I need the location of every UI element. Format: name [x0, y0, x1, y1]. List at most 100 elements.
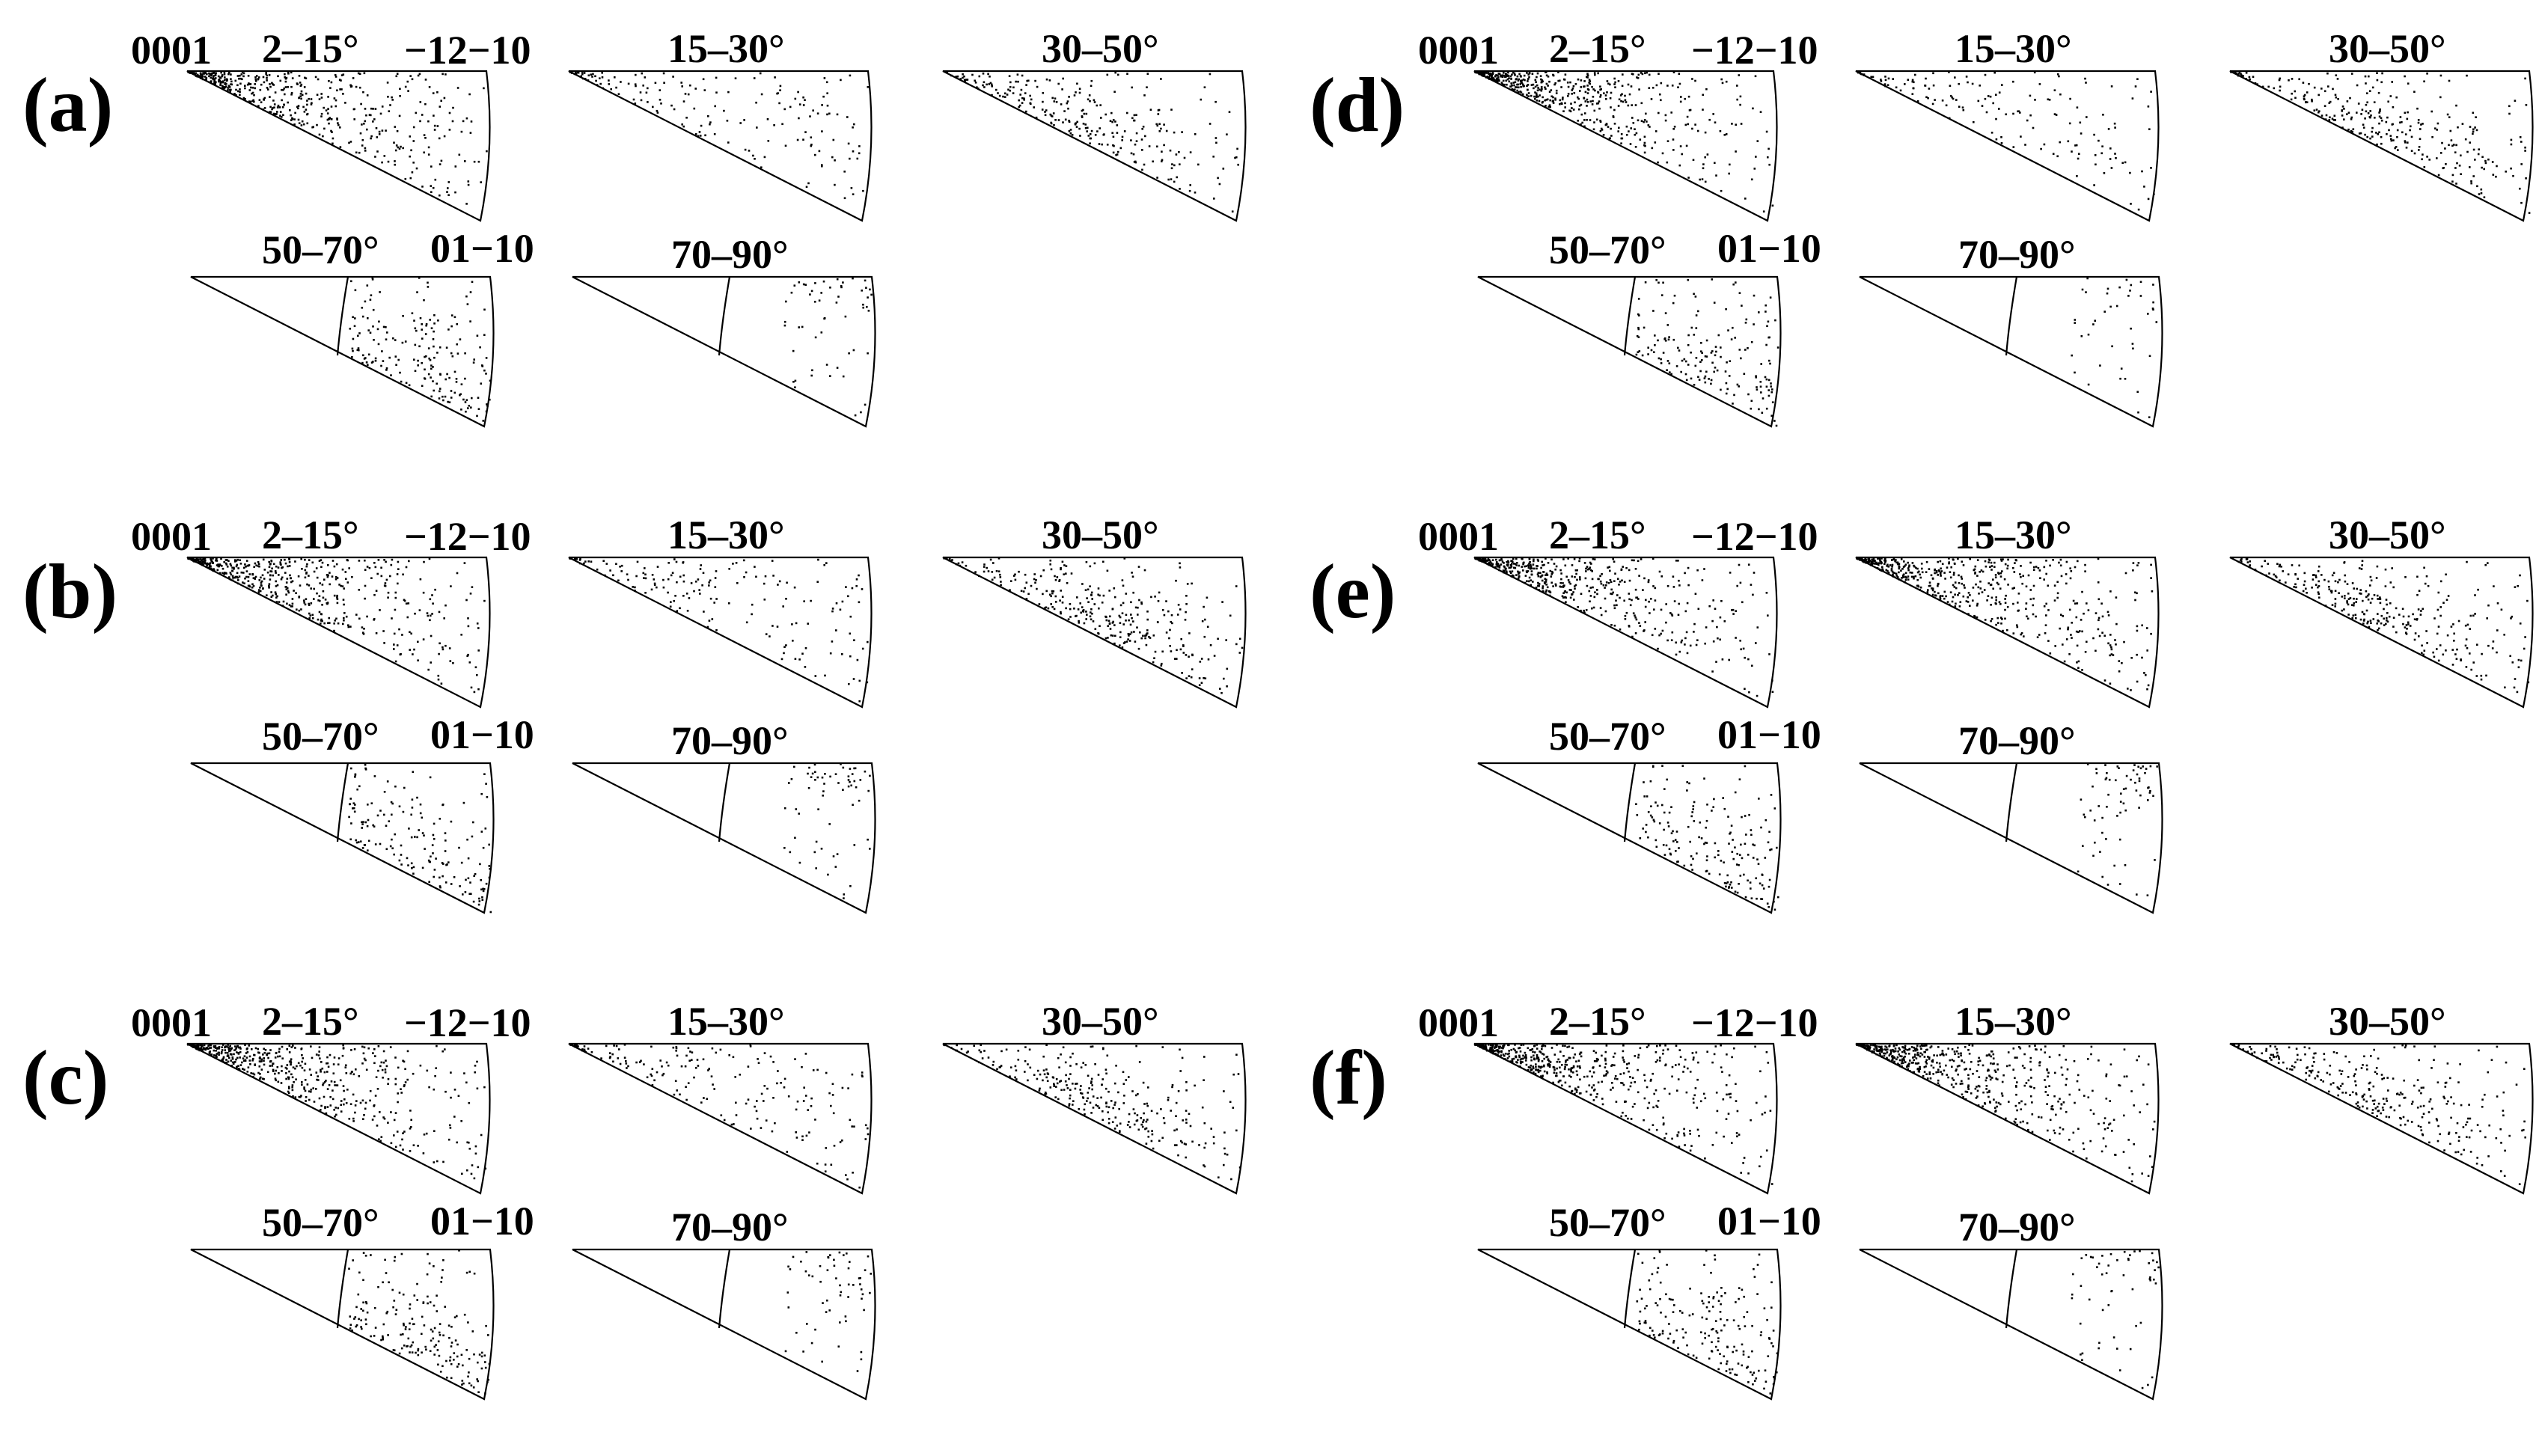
texture-point: [1650, 98, 1653, 100]
texture-point: [456, 1315, 458, 1318]
texture-point: [241, 78, 243, 81]
texture-point: [1613, 123, 1616, 125]
range-label: 70–90°: [671, 718, 789, 763]
texture-point: [800, 1260, 802, 1263]
texture-point: [476, 1060, 478, 1063]
texture-point: [1489, 560, 1492, 563]
texture-point: [219, 564, 221, 566]
texture-point: [1765, 343, 1767, 346]
texture-point: [1101, 143, 1103, 146]
texture-point: [434, 178, 437, 181]
texture-point: [1133, 114, 1136, 117]
texture-point: [1552, 96, 1554, 99]
texture-point: [1131, 1090, 1134, 1092]
texture-point: [251, 583, 254, 586]
texture-point: [326, 1062, 329, 1065]
texture-point: [1750, 340, 1753, 343]
texture-point: [392, 1349, 395, 1351]
texture-point: [444, 644, 447, 647]
texture-point: [230, 80, 233, 83]
texture-point: [825, 81, 828, 84]
texture-point: [976, 86, 978, 88]
texture-point: [364, 584, 367, 587]
texture-point: [288, 604, 291, 606]
texture-point: [635, 85, 637, 88]
texture-point: [849, 157, 851, 160]
texture-point: [2472, 175, 2475, 177]
texture-point: [330, 81, 333, 84]
texture-point: [2143, 186, 2145, 188]
texture-point: [311, 561, 314, 564]
texture-point: [2080, 132, 2083, 135]
texture-point: [320, 623, 322, 625]
texture-point: [651, 1068, 654, 1070]
texture-point: [343, 1089, 345, 1092]
texture-point: [449, 1356, 452, 1359]
texture-point: [2410, 135, 2413, 138]
texture-point: [370, 1335, 372, 1338]
texture-point: [1694, 296, 1697, 298]
texture-point: [1168, 637, 1170, 640]
texture-point: [1973, 120, 1975, 123]
texture-point: [1145, 1120, 1148, 1123]
texture-point: [252, 577, 255, 579]
texture-point: [429, 598, 432, 601]
texture-point: [266, 87, 269, 89]
texture-point: [1527, 80, 1529, 82]
texture-point: [461, 1172, 463, 1175]
texture-point: [397, 1101, 399, 1104]
texture-point: [861, 588, 864, 590]
texture-point: [321, 1067, 324, 1070]
texture-point: [771, 1130, 774, 1133]
texture-point: [1178, 150, 1180, 153]
texture-point: [290, 1058, 293, 1060]
texture-point: [365, 1323, 367, 1326]
texture-point: [427, 146, 430, 149]
texture-point: [467, 180, 470, 183]
texture-point: [1201, 1106, 1204, 1109]
texture-point: [358, 1318, 360, 1321]
texture-point: [214, 82, 217, 85]
texture-point: [1993, 71, 1996, 74]
texture-point: [1061, 560, 1064, 563]
texture-point: [1641, 73, 1644, 76]
texture-point: [804, 647, 807, 649]
texture-point: [230, 573, 233, 576]
texture-point: [384, 584, 387, 587]
inner-arc: [1623, 276, 1637, 356]
texture-point: [1951, 96, 1953, 99]
texture-point: [343, 1098, 346, 1101]
texture-point: [1015, 1078, 1018, 1080]
texture-point: [1086, 1100, 1088, 1102]
texture-point: [808, 1131, 810, 1134]
triangle-outline: [572, 275, 876, 428]
texture-point: [402, 810, 405, 813]
texture-point: [1765, 378, 1768, 381]
texture-point: [1734, 337, 1736, 339]
texture-point: [458, 846, 460, 849]
texture-point: [2071, 354, 2073, 357]
texture-point: [310, 587, 312, 590]
texture-point: [1020, 88, 1023, 91]
texture-point: [431, 613, 433, 615]
texture-point: [2379, 108, 2381, 111]
texture-point: [2404, 141, 2407, 144]
texture-point: [814, 779, 816, 781]
texture-point: [723, 109, 725, 112]
texture-point: [2418, 149, 2420, 151]
texture-point: [473, 160, 476, 163]
texture-point: [1069, 129, 1072, 131]
texture-point: [1569, 81, 1571, 84]
texture-point: [691, 1051, 694, 1053]
texture-point: [339, 126, 341, 129]
texture-point: [251, 86, 254, 89]
texture-point: [332, 1063, 335, 1065]
texture-point: [204, 562, 206, 565]
texture-point: [320, 618, 323, 621]
texture-point: [409, 177, 412, 180]
texture-point: [414, 612, 416, 615]
texture-point: [2365, 110, 2368, 113]
texture-point: [1150, 1140, 1153, 1143]
texture-point: [1638, 88, 1640, 91]
texture-point: [1534, 79, 1537, 82]
